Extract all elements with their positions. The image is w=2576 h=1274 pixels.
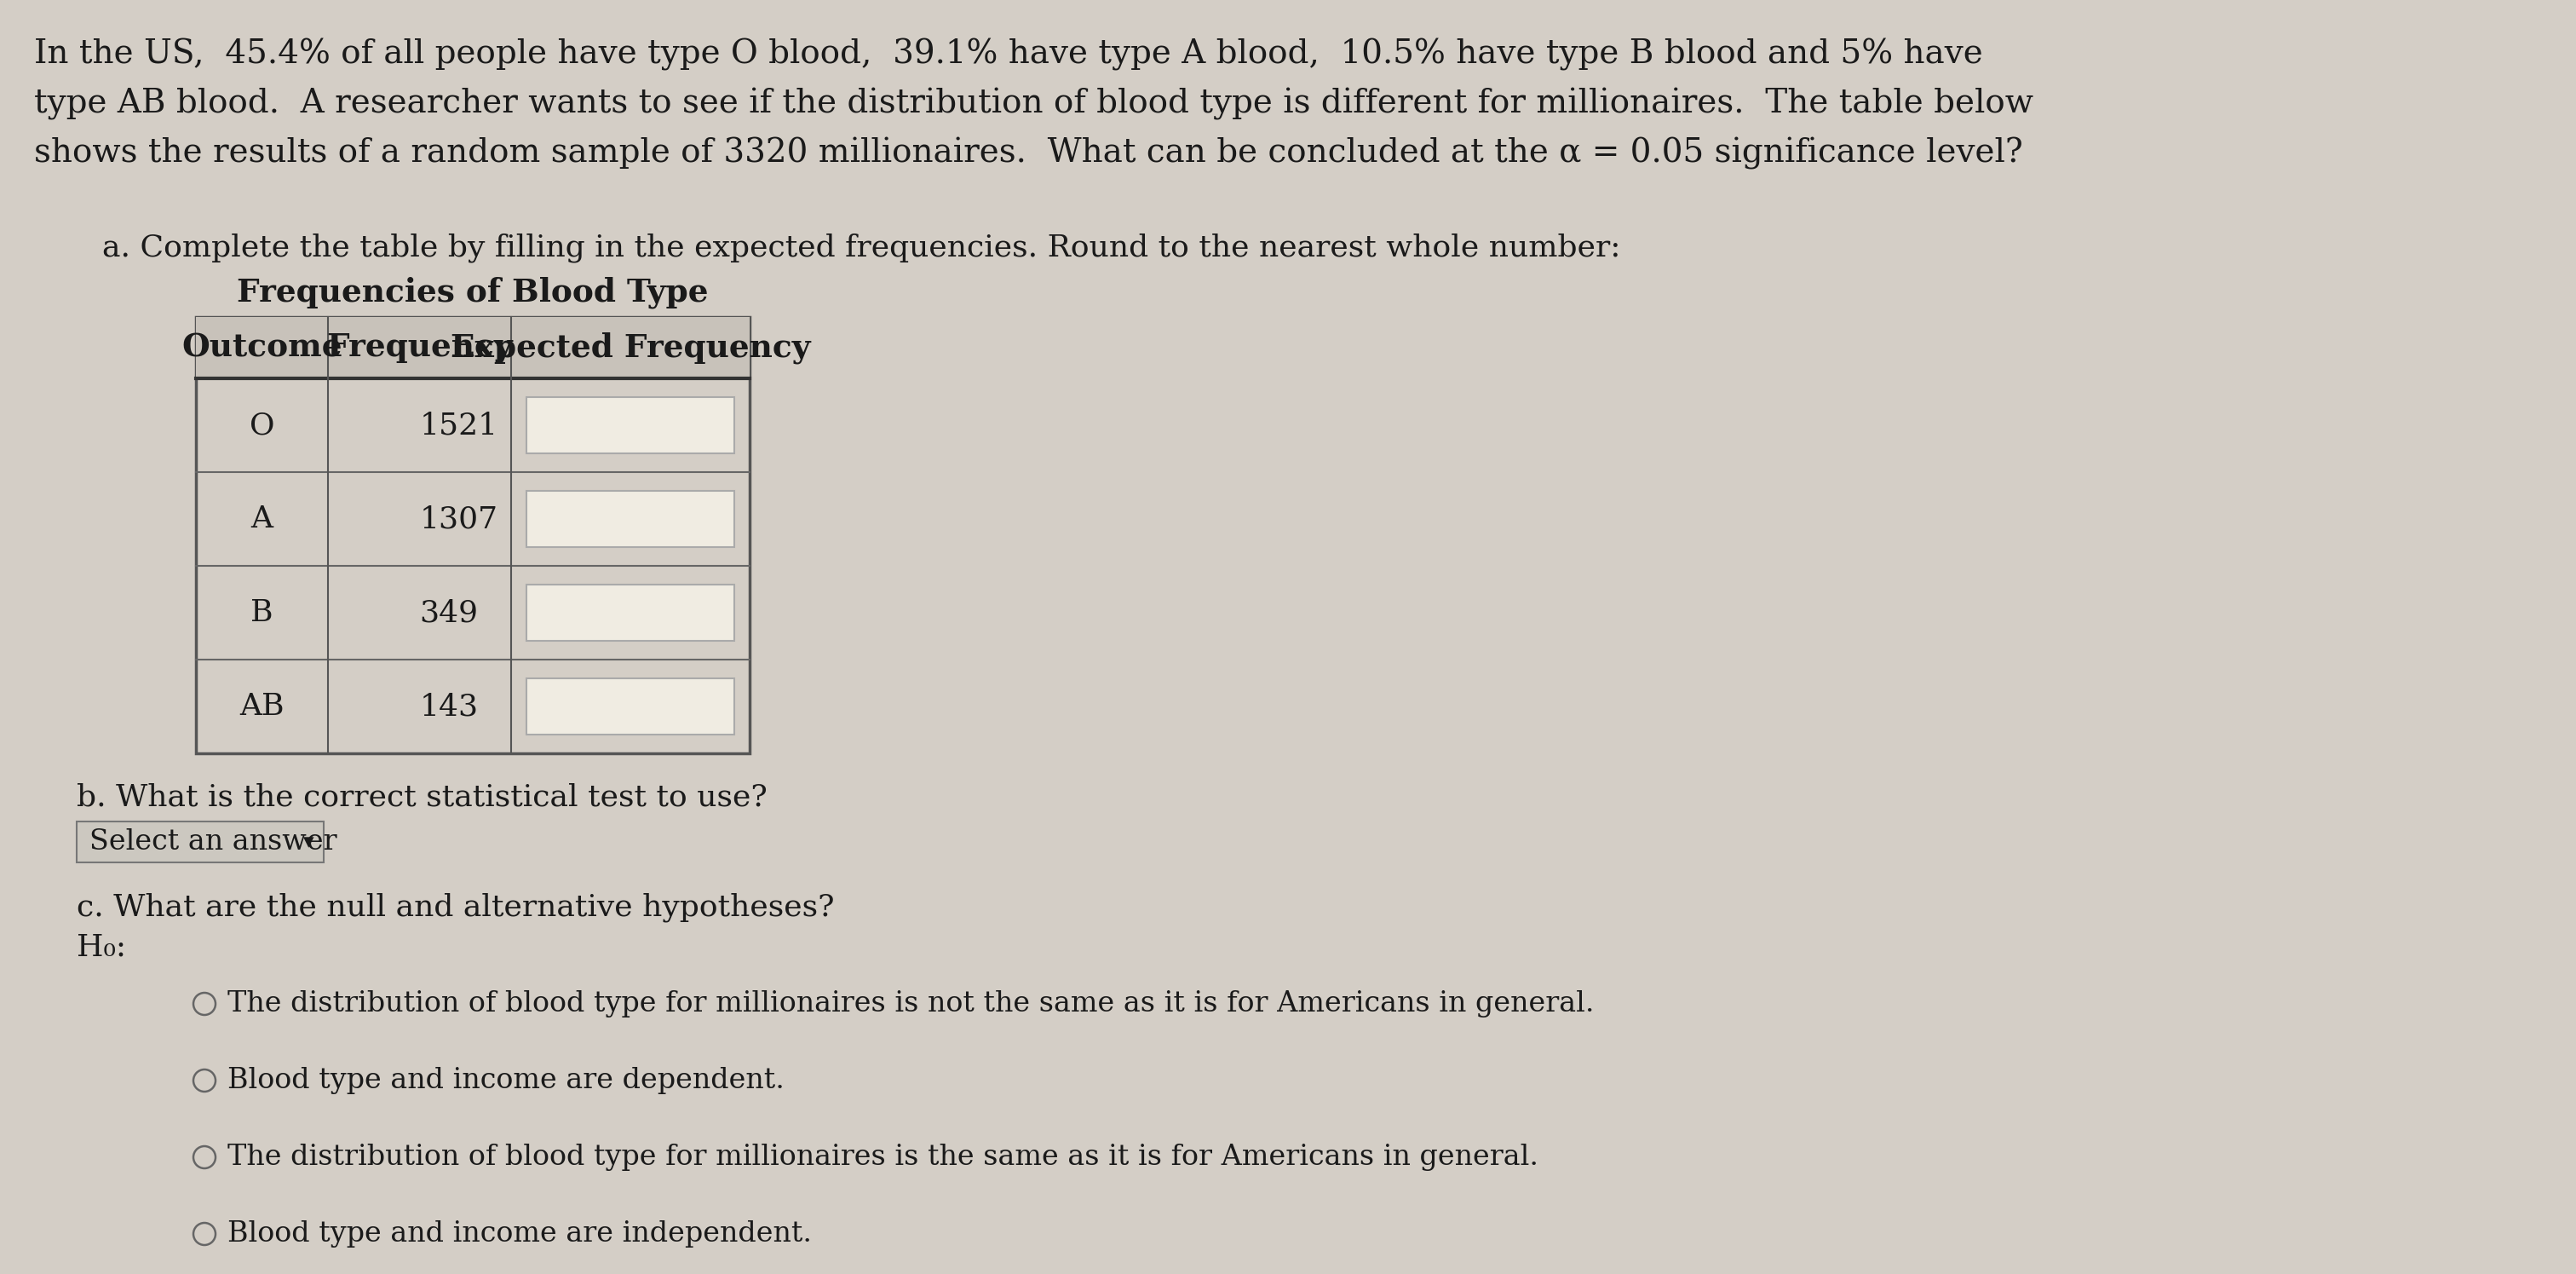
Text: In the US,  45.4% of all people have type O blood,  39.1% have type A blood,  10: In the US, 45.4% of all people have type…: [33, 38, 1984, 71]
Text: Expected Frequency: Expected Frequency: [451, 331, 811, 363]
Text: B: B: [250, 599, 273, 627]
Text: Blood type and income are independent.: Blood type and income are independent.: [227, 1220, 811, 1247]
Bar: [526, 678, 734, 735]
Text: Frequency: Frequency: [327, 333, 513, 363]
Text: H₀:: H₀:: [77, 933, 126, 962]
Text: Frequencies of Blood Type: Frequencies of Blood Type: [237, 276, 708, 308]
Text: Select an answer: Select an answer: [90, 828, 337, 856]
Text: ▾: ▾: [304, 832, 314, 852]
Text: The distribution of blood type for millionaires is the same as it is for America: The distribution of blood type for milli…: [227, 1144, 1538, 1171]
Text: 349: 349: [420, 599, 479, 627]
Text: O: O: [250, 410, 276, 440]
Bar: [526, 397, 734, 454]
Bar: [526, 585, 734, 641]
Text: a. Complete the table by filling in the expected frequencies. Round to the neare: a. Complete the table by filling in the …: [103, 233, 1620, 262]
Text: 143: 143: [420, 692, 479, 721]
Text: c. What are the null and alternative hypotheses?: c. What are the null and alternative hyp…: [77, 892, 835, 921]
Text: 1307: 1307: [420, 505, 497, 534]
Bar: [196, 317, 750, 753]
Text: The distribution of blood type for millionaires is not the same as it is for Ame: The distribution of blood type for milli…: [227, 990, 1595, 1018]
Text: shows the results of a random sample of 3320 millionaires.  What can be conclude: shows the results of a random sample of …: [33, 138, 2022, 169]
Text: Outcome: Outcome: [183, 333, 343, 363]
Bar: [526, 490, 734, 547]
Text: 1521: 1521: [420, 410, 497, 440]
Text: b. What is the correct statistical test to use?: b. What is the correct statistical test …: [77, 784, 768, 812]
Text: A: A: [250, 505, 273, 534]
Text: Blood type and income are dependent.: Blood type and income are dependent.: [227, 1066, 786, 1094]
Text: AB: AB: [240, 692, 283, 721]
Text: type AB blood.  A researcher wants to see if the distribution of blood type is d: type AB blood. A researcher wants to see…: [33, 88, 2032, 120]
Bar: [77, 822, 325, 862]
Bar: [196, 317, 750, 378]
